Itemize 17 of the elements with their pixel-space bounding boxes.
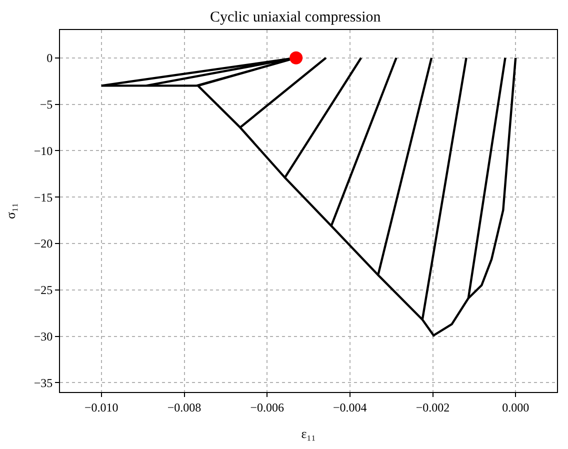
y-tick-label: −10 bbox=[34, 144, 53, 158]
x-axis-title: ε₁₁ bbox=[301, 426, 316, 441]
y-tick-label: −25 bbox=[34, 283, 53, 298]
y-tick-label: −20 bbox=[34, 236, 53, 251]
x-tick-label: −0.002 bbox=[416, 400, 450, 414]
x-tick-label: −0.010 bbox=[84, 400, 118, 414]
y-tick-label: −5 bbox=[40, 97, 53, 112]
y-tick-label: −30 bbox=[34, 330, 53, 344]
x-tick-label: 0.000 bbox=[502, 400, 530, 414]
chart-title: Cyclic uniaxial compression bbox=[210, 10, 382, 26]
y-tick-label: −35 bbox=[34, 376, 53, 390]
x-tick-label: −0.006 bbox=[250, 400, 284, 414]
x-tick-label: −0.004 bbox=[333, 400, 367, 414]
y-tick-label: −15 bbox=[34, 190, 53, 204]
x-tick-label: −0.008 bbox=[167, 400, 202, 414]
y-axis-title: σ₁₁ bbox=[2, 202, 18, 220]
y-tick-label: 0 bbox=[46, 51, 53, 66]
